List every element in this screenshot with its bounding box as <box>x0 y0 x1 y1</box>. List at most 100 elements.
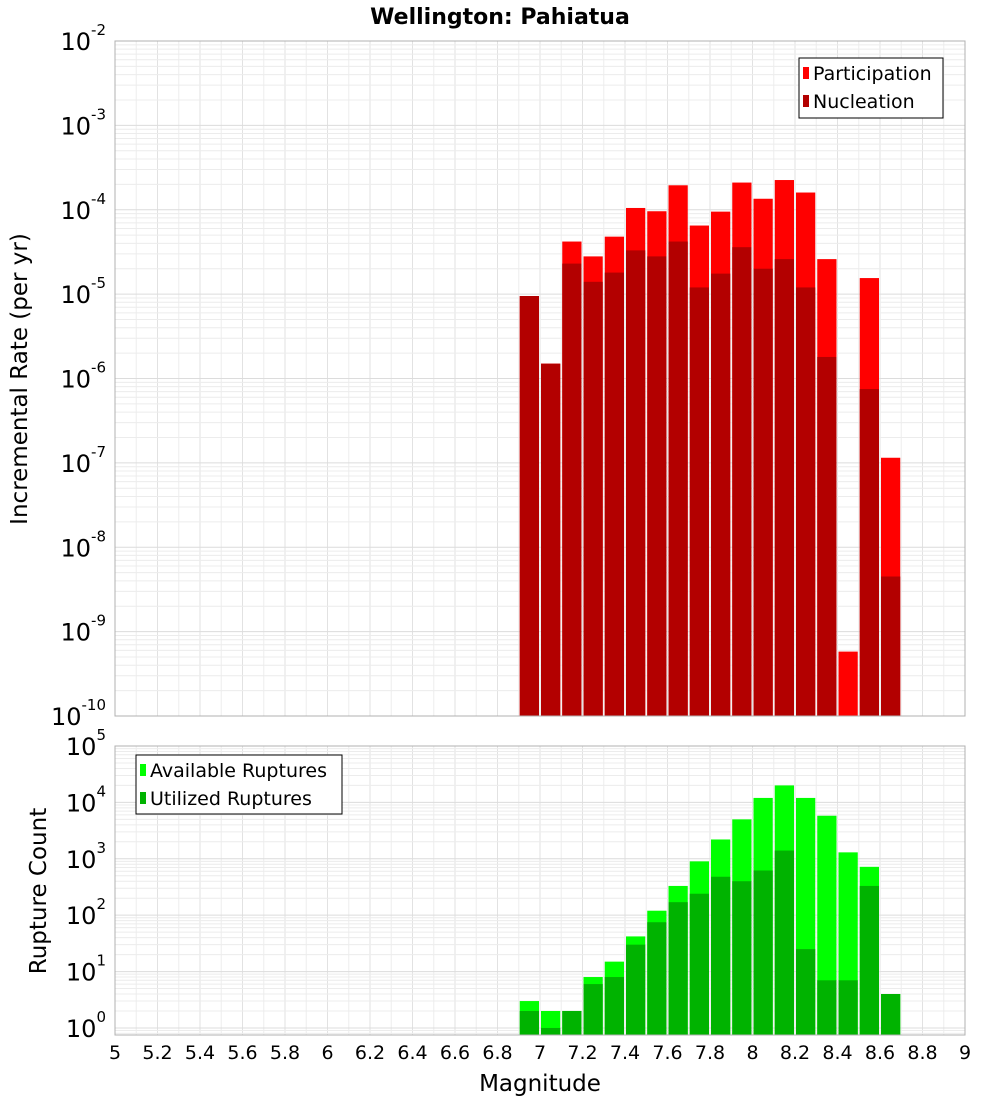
utilized-ruptures-bar <box>626 944 646 1035</box>
utilized-ruptures-bar <box>732 881 752 1035</box>
rate-y-tick-label: 10-3 <box>60 105 106 140</box>
nucleation-bar <box>689 287 709 716</box>
count-bars <box>519 785 901 1035</box>
rate-legend-label: Nucleation <box>813 91 915 113</box>
count-legend-label: Available Ruptures <box>150 760 327 782</box>
x-tick-label: 7.4 <box>610 1042 640 1064</box>
x-tick-label: 5.8 <box>270 1042 300 1064</box>
utilized-ruptures-bar <box>774 850 794 1035</box>
available-ruptures-bar <box>817 815 837 1035</box>
x-tick-label: 6.6 <box>440 1042 470 1064</box>
count-y-tick-label: 105 <box>66 726 106 761</box>
participation-bar <box>838 651 858 716</box>
count-legend: Available Ruptures Utilized Ruptures <box>135 754 343 815</box>
nucleation-bar <box>668 241 688 717</box>
x-tick-label: 6 <box>321 1042 333 1064</box>
x-tick-label: 5 <box>109 1042 121 1064</box>
rate-legend-label: Participation <box>813 63 932 85</box>
x-tick-label: 7.8 <box>695 1042 725 1064</box>
rate-y-ticks: 10-10 10-9 10-8 10-7 10-6 10-5 10-4 10-3 10-2 <box>51 21 106 731</box>
utilized-ruptures-bar <box>583 984 603 1035</box>
rate-legend-box <box>798 57 944 119</box>
utilized-ruptures-bar <box>647 922 667 1035</box>
count-y-tick-label: 103 <box>66 839 106 874</box>
utilized-ruptures-bar <box>519 1010 539 1035</box>
count-y-tick-label: 102 <box>66 895 106 930</box>
chart-title: Wellington: Pahiatua <box>370 5 630 30</box>
x-tick-label: 5.4 <box>185 1042 215 1064</box>
x-tick-label: 9 <box>959 1042 971 1064</box>
x-tick-label: 8 <box>746 1042 758 1064</box>
nucleation-bar <box>817 356 837 716</box>
count-y-tick-label: 100 <box>66 1008 106 1043</box>
nucleation-bar <box>753 268 773 716</box>
rate-y-tick-label: 10-8 <box>60 527 106 562</box>
nucleation-bar <box>541 363 561 716</box>
nucleation-bar <box>732 247 752 716</box>
x-tick-label: 8.8 <box>907 1042 937 1064</box>
nucleation-bar <box>519 296 539 716</box>
x-tick-label: 5.2 <box>142 1042 172 1064</box>
rate-y-tick-label: 10-10 <box>51 696 106 731</box>
count-y-ticks: 100 101 102 103 104 105 <box>66 726 106 1043</box>
utilized-ruptures-bar <box>711 876 731 1035</box>
count-legend-swatch <box>140 764 146 776</box>
x-tick-label: 6.4 <box>397 1042 427 1064</box>
utilized-ruptures-bar <box>668 902 688 1035</box>
utilized-ruptures-bar <box>817 980 837 1035</box>
x-tick-label: 7 <box>534 1042 546 1064</box>
count-legend-label: Utilized Ruptures <box>150 788 312 810</box>
x-tick-label: 7.2 <box>567 1042 597 1064</box>
utilized-ruptures-bar <box>562 1010 582 1035</box>
rate-y-tick-label: 10-2 <box>60 21 106 56</box>
x-tick-label: 8.4 <box>822 1042 852 1064</box>
x-tick-label: 5.6 <box>227 1042 257 1064</box>
nucleation-bar <box>626 250 646 717</box>
count-legend-box <box>135 754 343 815</box>
utilized-ruptures-bar <box>604 977 624 1035</box>
rate-legend: Participation Nucleation <box>798 57 944 119</box>
x-axis-label: Magnitude <box>479 1071 601 1097</box>
utilized-ruptures-bar <box>881 994 901 1035</box>
nucleation-bar <box>774 259 794 716</box>
rate-bars <box>519 180 901 717</box>
rate-y-tick-label: 10-4 <box>60 190 106 225</box>
rate-y-tick-label: 10-9 <box>60 612 106 647</box>
nucleation-bar <box>859 389 879 716</box>
x-ticks: 5 5.2 5.4 5.6 5.8 6 6.2 6.4 6.6 6.8 7 7.2 7.4 7.6 7.8 8… <box>109 1042 971 1064</box>
x-tick-label: 6.8 <box>482 1042 512 1064</box>
utilized-ruptures-bar <box>838 980 858 1035</box>
x-tick-label: 7.6 <box>652 1042 682 1064</box>
count-y-tick-label: 104 <box>66 782 106 817</box>
rate-plot-frame <box>114 40 966 717</box>
rate-panel: 10-10 10-9 10-8 10-7 10-6 10-5 10-4 10-3 10-2 Par… <box>51 21 966 731</box>
nucleation-bar <box>647 256 667 716</box>
count-panel: 100 101 102 103 104 105 5 5.2 5.4 5.6 5.8 6 6.2 6.4 6.… <box>66 726 971 1064</box>
rate-y-axis-label: Incremental Rate (per yr) <box>7 233 33 525</box>
x-tick-label: 8.6 <box>865 1042 895 1064</box>
nucleation-bar <box>711 273 731 716</box>
rate-y-tick-label: 10-5 <box>60 274 106 309</box>
count-y-tick-label: 101 <box>66 952 106 987</box>
rate-legend-swatch <box>803 95 809 107</box>
count-plot-frame <box>114 745 966 1036</box>
x-tick-label: 8.2 <box>780 1042 810 1064</box>
rate-y-tick-label: 10-6 <box>60 359 106 394</box>
utilized-ruptures-bar <box>796 949 816 1035</box>
utilized-ruptures-bar <box>859 885 879 1035</box>
utilized-ruptures-bar <box>753 870 773 1035</box>
nucleation-bar <box>881 576 901 716</box>
nucleation-bar <box>796 287 816 716</box>
utilized-ruptures-bar <box>541 1027 561 1035</box>
x-tick-label: 6.2 <box>355 1042 385 1064</box>
nucleation-bar <box>562 263 582 716</box>
nucleation-bar <box>604 272 624 716</box>
count-y-axis-label: Rupture Count <box>26 808 52 974</box>
rate-legend-swatch <box>803 67 809 79</box>
nucleation-bar <box>583 281 603 716</box>
count-legend-swatch <box>140 792 146 804</box>
utilized-ruptures-bar <box>689 893 709 1035</box>
rate-y-tick-label: 10-7 <box>60 443 106 478</box>
